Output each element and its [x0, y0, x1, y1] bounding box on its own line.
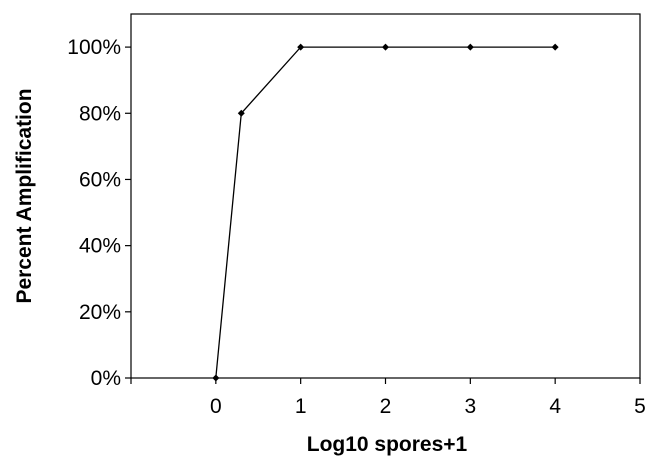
plot-area: [130, 13, 641, 379]
x-tick-label: 2: [380, 395, 392, 418]
x-tick-label: 4: [549, 395, 561, 418]
x-tick-label: 3: [464, 395, 476, 418]
x-axis-title: Log10 spores+1: [307, 433, 468, 456]
y-axis-title: Percent Amplification: [13, 88, 36, 303]
x-axis: 0 1 2 3 4 5: [130, 378, 646, 418]
series-layer: [212, 43, 559, 382]
data-point: [212, 374, 220, 382]
data-point: [551, 43, 559, 51]
y-tick-label: 20%: [79, 301, 121, 324]
x-tick-label: 1: [295, 395, 307, 418]
y-tick-label: 40%: [79, 235, 121, 258]
y-tick-label: 0%: [91, 367, 121, 390]
data-point: [297, 43, 305, 51]
y-tick-label: 80%: [79, 102, 121, 125]
series-line: [215, 46, 556, 379]
data-point: [466, 43, 474, 51]
y-tick-label: 100%: [67, 36, 121, 59]
x-tick-label: 5: [634, 395, 646, 418]
x-tick-label: 0: [210, 395, 222, 418]
y-tick-label: 60%: [79, 168, 121, 191]
data-point: [382, 43, 389, 51]
data-point: [237, 109, 245, 117]
y-axis: 0% 20% 40% 60% 80% 100%: [67, 36, 131, 390]
